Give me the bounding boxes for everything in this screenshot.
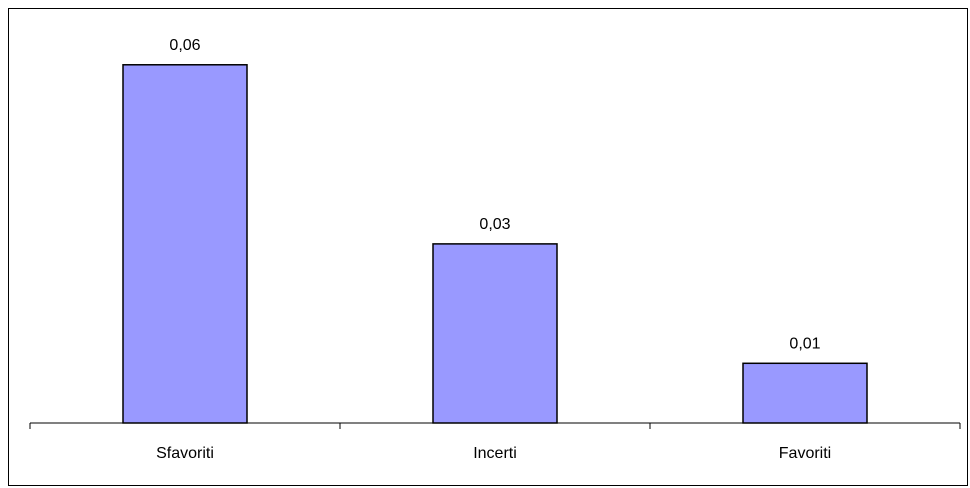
value-label: 0,01 (789, 335, 820, 352)
x-axis-ticks (29, 423, 961, 429)
bar-incerti (432, 243, 558, 424)
bar-favoriti (742, 362, 868, 424)
value-labels: 0,06 0,03 0,01 (169, 37, 820, 353)
category-label: Favoriti (779, 445, 831, 462)
category-label: Sfavoriti (156, 445, 214, 462)
bar-sfavoriti (122, 64, 248, 424)
bars (122, 64, 868, 424)
category-label: Incerti (473, 445, 517, 462)
value-label: 0,03 (479, 216, 510, 233)
value-label: 0,06 (169, 37, 200, 54)
category-labels: Sfavoriti Incerti Favoriti (156, 445, 831, 462)
